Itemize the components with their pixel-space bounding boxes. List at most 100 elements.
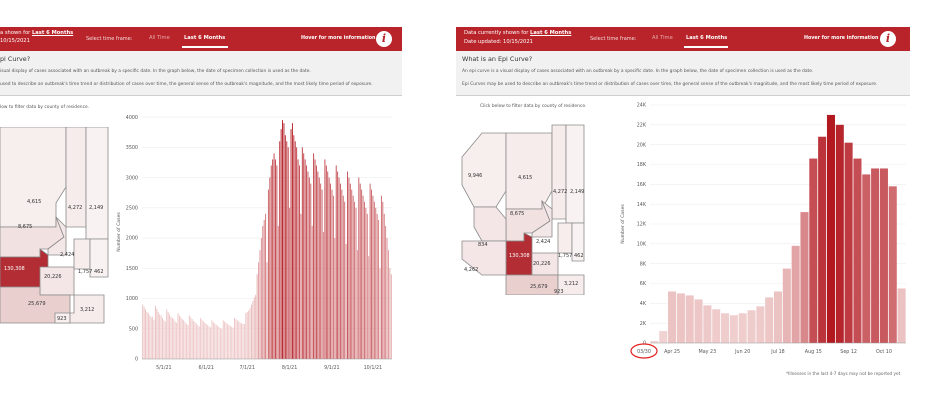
left-epi-bar[interactable] (239, 322, 241, 359)
left-epi-bar[interactable] (208, 326, 210, 359)
left-epi-bar[interactable] (258, 262, 259, 359)
left-epi-bar[interactable] (318, 177, 320, 359)
left-epi-bar[interactable] (150, 317, 152, 359)
left-epi-bar[interactable] (225, 322, 227, 359)
left-epi-bar[interactable] (195, 323, 197, 359)
left-epi-bar[interactable] (253, 297, 255, 359)
right-all-time-button[interactable]: All Time (652, 35, 673, 41)
left-epi-bar[interactable] (194, 322, 196, 359)
left-epi-bar[interactable] (228, 325, 230, 359)
left-epi-bar[interactable] (181, 319, 183, 359)
left-epi-bar[interactable] (236, 320, 238, 359)
left-epi-bar[interactable] (337, 171, 339, 359)
left-epi-bar[interactable] (229, 325, 231, 359)
left-county-apache[interactable] (85, 127, 109, 240)
left-epi-bar[interactable] (193, 320, 195, 359)
left-epi-bar[interactable] (145, 309, 146, 359)
right-county-coconino[interactable] (505, 132, 553, 210)
left-epi-bar[interactable] (200, 317, 202, 359)
left-epi-bar[interactable] (358, 177, 360, 359)
left-epi-bar[interactable] (238, 321, 240, 359)
left-epi-bar[interactable] (380, 195, 382, 359)
left-epi-bar[interactable] (286, 141, 288, 359)
left-epi-bar[interactable] (277, 225, 279, 359)
left-epi-bar[interactable] (272, 159, 274, 359)
left-all-time-button[interactable]: All Time (149, 35, 170, 41)
left-epi-bar[interactable] (332, 195, 334, 359)
left-epi-bar[interactable] (375, 207, 377, 359)
left-epi-bar[interactable] (330, 183, 332, 359)
left-epi-bar[interactable] (262, 225, 264, 359)
left-epi-bar[interactable] (187, 325, 189, 359)
left-epi-bar[interactable] (263, 219, 265, 359)
left-epi-bar[interactable] (347, 171, 348, 359)
left-epi-bar[interactable] (167, 311, 169, 359)
left-epi-bar[interactable] (299, 165, 300, 359)
left-epi-bar[interactable] (217, 325, 219, 359)
left-epi-bar[interactable] (159, 314, 161, 359)
right-county-map[interactable]: 9,946 4,615 4,272 2,149 8,675 2,424 834 … (460, 115, 606, 295)
left-epi-bar[interactable] (280, 129, 282, 359)
left-epi-bar[interactable] (300, 213, 302, 359)
left-epi-bar[interactable] (325, 165, 327, 359)
left-epi-bar[interactable] (306, 165, 308, 359)
left-epi-bar[interactable] (386, 238, 388, 359)
right-epi-bar[interactable] (694, 299, 703, 343)
left-epi-bar[interactable] (328, 177, 330, 359)
left-epi-bar[interactable] (177, 313, 179, 359)
left-epi-bar[interactable] (186, 323, 187, 359)
left-epi-bar[interactable] (323, 232, 324, 359)
left-epi-bar[interactable] (275, 159, 276, 359)
left-county-greenlee[interactable] (89, 238, 109, 278)
left-epi-bar[interactable] (176, 322, 178, 359)
left-epi-bar[interactable] (180, 317, 182, 359)
right-epi-bar[interactable] (853, 158, 862, 343)
left-epi-bar[interactable] (171, 317, 173, 359)
left-epi-bar[interactable] (372, 195, 374, 359)
left-county-cochise[interactable] (69, 294, 105, 324)
left-epi-bar[interactable] (210, 327, 211, 359)
right-epi-bar[interactable] (765, 297, 774, 343)
right-county-graham[interactable] (557, 222, 573, 254)
left-epi-bar[interactable] (359, 183, 361, 359)
left-epi-bar[interactable] (190, 317, 192, 359)
left-county-graham[interactable] (73, 238, 91, 270)
right-epi-bar[interactable] (888, 186, 897, 343)
left-epi-bar[interactable] (364, 201, 365, 359)
left-epi-bar[interactable] (222, 320, 224, 359)
left-county-pima[interactable] (0, 286, 71, 324)
left-epi-bar[interactable] (211, 320, 213, 359)
left-epi-bar[interactable] (146, 311, 148, 359)
left-epi-bar[interactable] (153, 319, 155, 359)
right-county-pima[interactable] (505, 274, 559, 295)
left-epi-bar[interactable] (282, 120, 283, 359)
left-epi-bar[interactable] (143, 306, 145, 359)
right-county-mohave[interactable] (461, 132, 507, 208)
left-county-navajo[interactable] (65, 127, 87, 228)
left-epi-bar[interactable] (310, 183, 312, 359)
left-epi-bar[interactable] (366, 213, 368, 359)
left-epi-bar[interactable] (147, 313, 149, 359)
left-epi-bar[interactable] (255, 294, 257, 359)
left-county-maricopa[interactable] (0, 248, 49, 288)
left-epi-bar[interactable] (334, 238, 336, 359)
left-epi-bar[interactable] (315, 165, 317, 359)
left-epi-chart[interactable]: Number of Cases 0 500 1000 1500 2000 2500 3000 3… (112, 97, 402, 383)
left-epi-bar[interactable] (169, 314, 170, 359)
left-epi-bar[interactable] (373, 201, 375, 359)
left-epi-bar[interactable] (156, 308, 158, 359)
left-epi-bar[interactable] (389, 268, 391, 359)
left-epi-bar[interactable] (173, 319, 175, 359)
left-epi-bar[interactable] (390, 274, 392, 359)
left-epi-bar[interactable] (164, 321, 166, 359)
left-epi-bar[interactable] (166, 309, 168, 359)
right-epi-bar[interactable] (800, 212, 809, 343)
left-epi-bar[interactable] (251, 304, 252, 359)
right-epi-bar[interactable] (862, 174, 871, 343)
left-epi-bar[interactable] (307, 171, 309, 359)
left-period-link[interactable]: Last 6 Months (31, 30, 74, 36)
left-epi-bar[interactable] (317, 171, 319, 359)
left-epi-bar[interactable] (188, 315, 190, 359)
right-epi-bar[interactable] (659, 331, 668, 343)
left-epi-bar[interactable] (232, 327, 234, 359)
